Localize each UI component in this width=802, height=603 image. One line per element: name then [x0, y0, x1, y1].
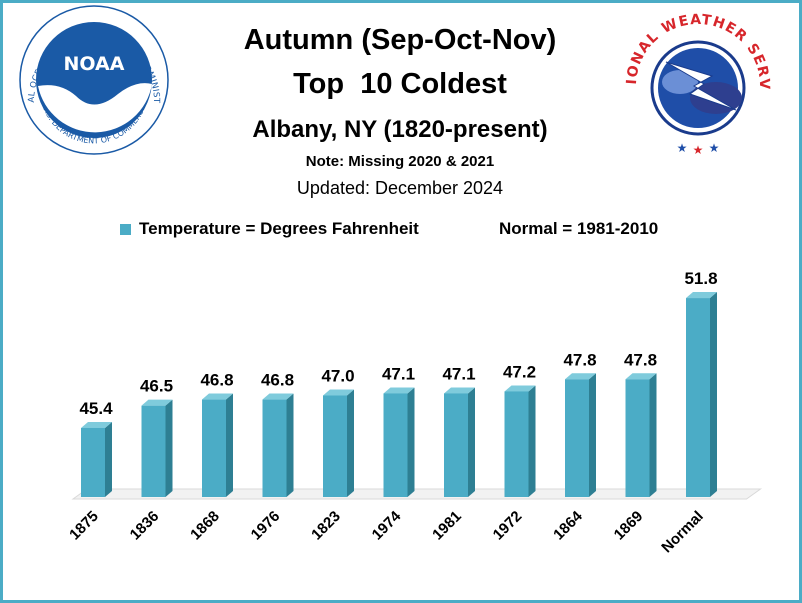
bar-top: [383, 387, 415, 394]
bar-top: [625, 373, 657, 380]
x-tick-label: 1864: [550, 507, 586, 543]
legend: Temperature = Degrees Fahrenheit Normal …: [120, 218, 720, 242]
bar-side: [105, 421, 112, 497]
bar: [686, 298, 710, 497]
chart-title-line-2: Top 10 Coldest: [293, 68, 507, 100]
bar: [565, 379, 589, 497]
data-label: 47.8: [624, 350, 657, 369]
star-icon: ★: [677, 141, 688, 155]
data-label: 47.8: [563, 350, 596, 369]
x-tick-label: 1836: [127, 508, 163, 544]
x-tick-label: 1974: [369, 507, 405, 543]
updated-date: Updated: December 2024: [296, 178, 504, 198]
bar: [444, 393, 468, 497]
chart-title: Autumn (Sep-Oct-Nov): [243, 24, 557, 56]
data-label: 47.1: [442, 364, 475, 383]
x-tick-label: 1823: [308, 508, 344, 544]
noaa-gull-icon: [38, 83, 152, 133]
bar: [141, 405, 166, 497]
missing-data-note: Note: Missing 2020 & 2021: [305, 153, 495, 170]
bar-side: [528, 385, 536, 497]
bar-side: [407, 387, 415, 497]
bar-top: [141, 399, 173, 406]
x-tick-label: 1869: [611, 508, 647, 544]
x-tick-label: 1875: [66, 508, 102, 544]
bar-top: [565, 373, 596, 380]
bar: [383, 393, 408, 497]
bar-top: [202, 393, 233, 400]
data-label: 47.0: [321, 367, 354, 386]
bar-side: [286, 393, 294, 497]
data-label: 45.4: [79, 399, 113, 418]
bar: [81, 427, 105, 497]
bar-top: [81, 421, 112, 428]
legend-normal-period: Normal = 1981-2010: [499, 219, 659, 238]
bar: [202, 399, 226, 497]
x-tick-label: 1972: [490, 508, 526, 544]
bar-side: [649, 373, 657, 497]
data-label: 46.8: [261, 371, 294, 390]
x-tick-label: 1976: [248, 508, 284, 544]
bar-top: [323, 389, 354, 396]
bar-side: [710, 292, 717, 497]
star-icon: ★: [693, 143, 704, 157]
bar-top: [504, 385, 536, 392]
bar-top: [262, 393, 294, 400]
chart-subtitle: Albany, NY (1820-present): [252, 116, 548, 143]
noaa-logo: NATIONAL OCEANIC AND ATMOSPHERIC ADMINIS…: [0, 0, 169, 155]
lightning-icon: [665, 61, 737, 111]
data-label: 46.8: [200, 371, 233, 390]
x-tick-label: Normal: [658, 508, 707, 557]
chart-floor: [71, 488, 763, 500]
x-tick-label: 1868: [187, 508, 223, 544]
data-label: 46.5: [140, 377, 173, 396]
data-label: 47.2: [503, 362, 536, 381]
bar-top: [444, 387, 475, 394]
legend-label: Temperature = Degrees Fahrenheit: [139, 219, 419, 238]
bar-top: [686, 292, 717, 299]
data-label: 47.1: [382, 364, 415, 383]
bar-side: [589, 373, 596, 497]
noaa-center-text: NOAA: [64, 53, 125, 75]
bar: [625, 379, 650, 497]
bar: [323, 395, 347, 497]
bar-side: [468, 387, 475, 497]
bar: [262, 399, 287, 497]
x-tick-label: 1981: [429, 508, 465, 544]
bar-side: [226, 393, 233, 497]
star-icon: ★: [709, 141, 720, 155]
bar-side: [165, 399, 173, 497]
bar: [504, 391, 529, 497]
bar-side: [347, 389, 354, 497]
data-label: 51.8: [684, 269, 717, 288]
legend-swatch: [120, 224, 131, 235]
